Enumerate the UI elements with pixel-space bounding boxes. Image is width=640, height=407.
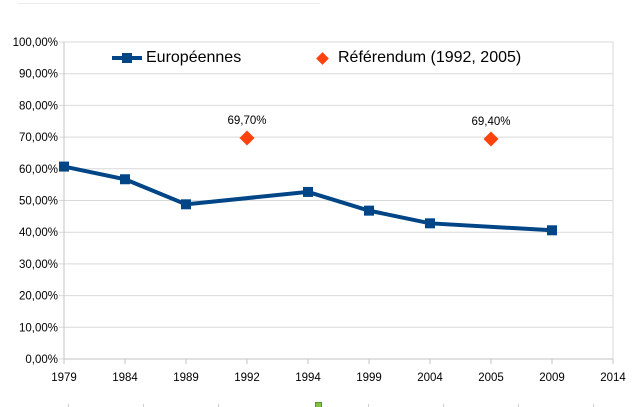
x-tick-label: 2004	[417, 372, 443, 384]
legend-square-swatch	[122, 53, 132, 63]
y-tick-label: 20,00%	[19, 291, 58, 303]
legend-label-europeennes: Européennes	[146, 49, 242, 66]
line-square-marker-icon	[112, 47, 142, 69]
square-marker	[425, 218, 435, 229]
x-tick-label: 1979	[51, 372, 77, 384]
y-tick-label: 60,00%	[19, 164, 58, 176]
y-tick-label: 0,00%	[25, 354, 58, 366]
x-tick-label: 1999	[356, 372, 382, 384]
spreadsheet-gridline-mark	[368, 404, 369, 407]
spreadsheet-gridline-mark	[218, 404, 219, 407]
y-tick-label: 80,00%	[19, 100, 58, 112]
square-marker	[120, 174, 130, 185]
spreadsheet-gridline-mark	[443, 404, 444, 407]
data-label: 69,70%	[227, 115, 266, 127]
x-tick-label: 1989	[173, 372, 199, 384]
spreadsheet-gridline-mark	[518, 404, 519, 407]
x-tick-label: 1992	[234, 372, 260, 384]
y-tick-label: 70,00%	[19, 132, 58, 144]
y-tick-label: 30,00%	[19, 259, 58, 271]
diamond-marker	[483, 131, 499, 147]
series-line	[63, 164, 553, 233]
square-marker	[547, 225, 557, 236]
x-tick-label: 2014	[600, 372, 626, 384]
spreadsheet-gridline-mark	[68, 404, 69, 407]
diamond-marker-icon	[316, 51, 329, 65]
square-marker	[364, 205, 374, 216]
y-tick-label: 90,00%	[19, 69, 58, 81]
square-marker	[181, 199, 191, 210]
legend-item-europeennes[interactable]: Européennes	[112, 47, 241, 69]
y-tick-label: 100,00%	[13, 37, 58, 49]
diamond-marker	[239, 130, 255, 146]
legend-item-referendum[interactable]: Référendum (1992, 2005)	[316, 47, 522, 69]
y-tick-label: 40,00%	[19, 227, 58, 239]
y-tick-label: 10,00%	[19, 322, 58, 334]
spreadsheet-gridline-mark	[593, 404, 594, 407]
x-tick-label: 2005	[478, 372, 504, 384]
x-tick-label: 1994	[295, 372, 321, 384]
square-marker	[303, 186, 313, 197]
y-tick-label: 50,00%	[19, 196, 58, 208]
data-label: 69,40%	[471, 116, 510, 128]
legend-label-referendum: Référendum (1992, 2005)	[338, 49, 522, 66]
frame-border-line	[18, 3, 320, 4]
x-tick-label: 1984	[112, 372, 138, 384]
spreadsheet-gridline-mark	[143, 404, 144, 407]
square-marker	[59, 161, 69, 172]
x-tick-label: 2009	[539, 372, 565, 384]
selection-resize-handle[interactable]	[315, 402, 322, 407]
